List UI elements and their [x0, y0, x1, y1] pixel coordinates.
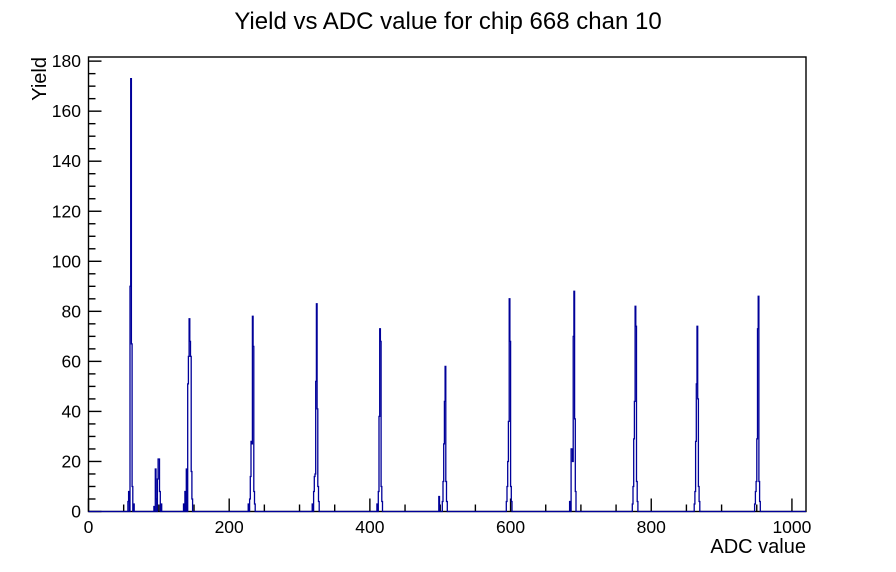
y-tick-label: 0 [71, 502, 81, 522]
plot-generated-content: 0 200 400 600 800 1000 0 20 40 60 80 100 120 140 160 18… [52, 51, 812, 537]
y-tick-label: 100 [52, 251, 81, 271]
x-tick-label: 400 [355, 517, 384, 537]
x-tick-label: 1000 [772, 517, 811, 537]
x-tick-label: 200 [215, 517, 244, 537]
y-tick-label: 120 [52, 201, 81, 221]
x-tick-label: 0 [84, 517, 94, 537]
x-tick-label: 600 [496, 517, 525, 537]
y-tick-label: 40 [62, 401, 82, 421]
chart-title: Yield vs ADC value for chip 668 chan 10 [234, 8, 662, 35]
y-tick-label: 80 [62, 301, 82, 321]
x-tick-label: 800 [637, 517, 666, 537]
histogram-line [88, 77, 806, 513]
y-tick-label: 160 [52, 101, 81, 121]
x-axis-title: ADC value [710, 536, 806, 558]
y-axis-title: Yield [29, 57, 51, 101]
y-tick-label: 140 [52, 151, 81, 171]
y-tick-label: 60 [62, 351, 82, 371]
y-tick-label: 180 [52, 51, 81, 71]
y-tick-label: 20 [62, 451, 82, 471]
